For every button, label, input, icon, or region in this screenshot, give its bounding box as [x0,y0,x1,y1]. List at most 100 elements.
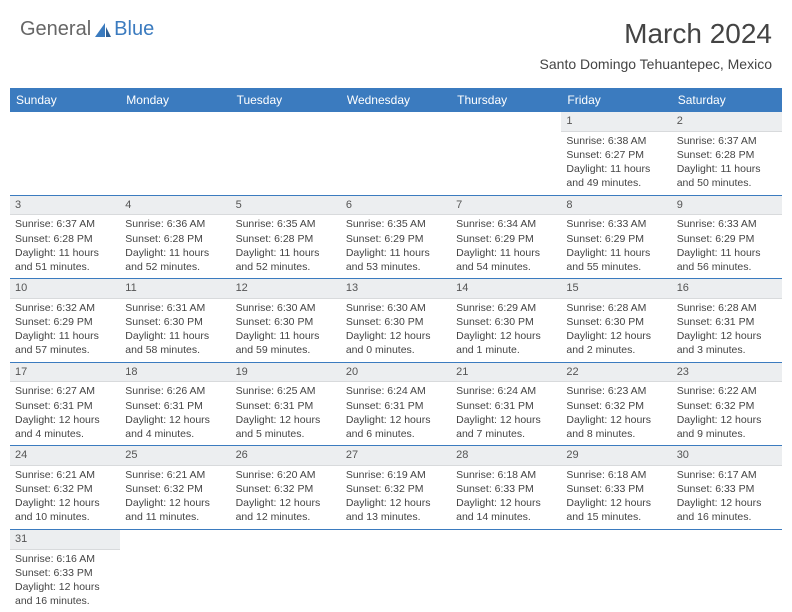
day-body: Sunrise: 6:34 AMSunset: 6:29 PMDaylight:… [451,215,561,278]
calendar-cell: 1Sunrise: 6:38 AMSunset: 6:27 PMDaylight… [561,112,671,195]
day-day1: Daylight: 11 hours [236,246,336,260]
day-number: 14 [451,279,561,299]
day-day1: Daylight: 12 hours [677,413,777,427]
day-sunrise: Sunrise: 6:24 AM [456,384,556,398]
day-day1: Daylight: 11 hours [15,246,115,260]
day-day1: Daylight: 12 hours [346,329,446,343]
day-number: 9 [672,196,782,216]
day-sunrise: Sunrise: 6:33 AM [566,217,666,231]
day-sunrise: Sunrise: 6:21 AM [125,468,225,482]
day-number: 3 [10,196,120,216]
day-number: 19 [231,363,341,383]
brand-logo: General Blue [20,18,154,41]
day-number: 27 [341,446,451,466]
day-body: Sunrise: 6:27 AMSunset: 6:31 PMDaylight:… [10,382,120,445]
day-body: Sunrise: 6:20 AMSunset: 6:32 PMDaylight:… [231,466,341,529]
day-sunrise: Sunrise: 6:16 AM [15,552,115,566]
day-number [451,112,561,131]
day-body: Sunrise: 6:24 AMSunset: 6:31 PMDaylight:… [451,382,561,445]
day-sunset: Sunset: 6:32 PM [346,482,446,496]
day-day2: and 4 minutes. [125,427,225,441]
day-day1: Daylight: 12 hours [125,413,225,427]
day-body: Sunrise: 6:21 AMSunset: 6:32 PMDaylight:… [10,466,120,529]
day-day1: Daylight: 12 hours [346,413,446,427]
day-sunset: Sunset: 6:29 PM [346,232,446,246]
calendar-cell: 18Sunrise: 6:26 AMSunset: 6:31 PMDayligh… [120,362,230,446]
day-body: Sunrise: 6:26 AMSunset: 6:31 PMDaylight:… [120,382,230,445]
day-sunset: Sunset: 6:32 PM [125,482,225,496]
day-sunrise: Sunrise: 6:22 AM [677,384,777,398]
day-number: 18 [120,363,230,383]
day-body: Sunrise: 6:35 AMSunset: 6:29 PMDaylight:… [341,215,451,278]
day-sunset: Sunset: 6:27 PM [566,148,666,162]
calendar-cell: 8Sunrise: 6:33 AMSunset: 6:29 PMDaylight… [561,195,671,279]
day-day1: Daylight: 12 hours [15,496,115,510]
day-number [10,112,120,131]
day-sunset: Sunset: 6:28 PM [236,232,336,246]
day-sunrise: Sunrise: 6:28 AM [677,301,777,315]
day-day1: Daylight: 12 hours [677,496,777,510]
day-body: Sunrise: 6:23 AMSunset: 6:32 PMDaylight:… [561,382,671,445]
calendar-cell: 13Sunrise: 6:30 AMSunset: 6:30 PMDayligh… [341,279,451,363]
day-day1: Daylight: 12 hours [125,496,225,510]
weekday-header: Friday [561,88,671,112]
day-day2: and 59 minutes. [236,343,336,357]
day-sunrise: Sunrise: 6:18 AM [566,468,666,482]
calendar-cell: 2Sunrise: 6:37 AMSunset: 6:28 PMDaylight… [672,112,782,195]
calendar-body: 1Sunrise: 6:38 AMSunset: 6:27 PMDaylight… [10,112,782,612]
weekday-header: Tuesday [231,88,341,112]
day-sunset: Sunset: 6:32 PM [236,482,336,496]
calendar-cell [451,112,561,195]
day-day1: Daylight: 12 hours [677,329,777,343]
day-number: 17 [10,363,120,383]
day-day1: Daylight: 11 hours [236,329,336,343]
day-sunset: Sunset: 6:29 PM [456,232,556,246]
day-number: 5 [231,196,341,216]
day-sunrise: Sunrise: 6:34 AM [456,217,556,231]
day-sunset: Sunset: 6:32 PM [566,399,666,413]
day-number: 30 [672,446,782,466]
day-number [120,530,230,549]
day-number: 16 [672,279,782,299]
calendar-cell [231,112,341,195]
day-body: Sunrise: 6:17 AMSunset: 6:33 PMDaylight:… [672,466,782,529]
day-sunset: Sunset: 6:32 PM [677,399,777,413]
day-sunrise: Sunrise: 6:28 AM [566,301,666,315]
day-number: 31 [10,530,120,550]
calendar-row: 24Sunrise: 6:21 AMSunset: 6:32 PMDayligh… [10,446,782,530]
day-sunrise: Sunrise: 6:27 AM [15,384,115,398]
day-sunrise: Sunrise: 6:19 AM [346,468,446,482]
day-body: Sunrise: 6:18 AMSunset: 6:33 PMDaylight:… [451,466,561,529]
day-number: 28 [451,446,561,466]
day-number: 11 [120,279,230,299]
day-day2: and 9 minutes. [677,427,777,441]
day-day2: and 4 minutes. [15,427,115,441]
day-day2: and 51 minutes. [15,260,115,274]
calendar-row: 1Sunrise: 6:38 AMSunset: 6:27 PMDaylight… [10,112,782,195]
day-sunrise: Sunrise: 6:33 AM [677,217,777,231]
calendar-cell: 27Sunrise: 6:19 AMSunset: 6:32 PMDayligh… [341,446,451,530]
day-day1: Daylight: 12 hours [15,580,115,594]
day-sunrise: Sunrise: 6:32 AM [15,301,115,315]
month-title: March 2024 [540,18,772,50]
day-body: Sunrise: 6:28 AMSunset: 6:31 PMDaylight:… [672,299,782,362]
day-sunrise: Sunrise: 6:29 AM [456,301,556,315]
day-day2: and 56 minutes. [677,260,777,274]
calendar-cell [120,529,230,612]
weekday-header: Monday [120,88,230,112]
day-day2: and 14 minutes. [456,510,556,524]
calendar-cell: 29Sunrise: 6:18 AMSunset: 6:33 PMDayligh… [561,446,671,530]
calendar-cell [341,529,451,612]
day-body: Sunrise: 6:30 AMSunset: 6:30 PMDaylight:… [341,299,451,362]
day-day2: and 52 minutes. [125,260,225,274]
calendar-cell [451,529,561,612]
day-day2: and 55 minutes. [566,260,666,274]
day-sunset: Sunset: 6:33 PM [456,482,556,496]
day-sunrise: Sunrise: 6:24 AM [346,384,446,398]
title-block: March 2024 Santo Domingo Tehuantepec, Me… [540,18,772,72]
day-sunset: Sunset: 6:28 PM [15,232,115,246]
calendar-cell: 20Sunrise: 6:24 AMSunset: 6:31 PMDayligh… [341,362,451,446]
calendar-cell: 16Sunrise: 6:28 AMSunset: 6:31 PMDayligh… [672,279,782,363]
day-body: Sunrise: 6:33 AMSunset: 6:29 PMDaylight:… [561,215,671,278]
day-body: Sunrise: 6:38 AMSunset: 6:27 PMDaylight:… [561,132,671,195]
